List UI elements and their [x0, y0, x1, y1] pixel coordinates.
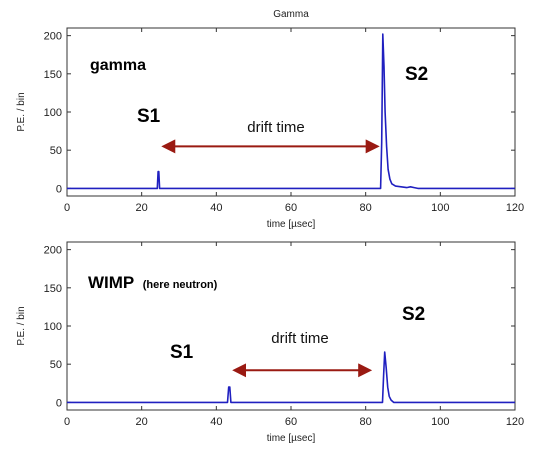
x-tick-labels: 0 20 40 60 80 100 120: [64, 416, 524, 428]
x-tick-label: 80: [360, 202, 372, 214]
series-line: [67, 33, 515, 190]
y-tick-labels: 0 50 100 150 200: [44, 245, 62, 410]
x-tick-label: 0: [64, 416, 70, 428]
y-tick-label: 50: [50, 359, 62, 371]
plot-frame: [66, 241, 516, 411]
y-tick-label: 50: [50, 145, 62, 157]
x-tick-label: 100: [431, 202, 449, 214]
y-tick-label: 100: [44, 107, 62, 119]
drift-time-label: drift time: [271, 330, 329, 347]
y-tick-label: 200: [44, 245, 62, 257]
y-tick-labels: 0 50 100 150 200: [44, 31, 62, 196]
x-tick-label: 60: [285, 416, 297, 428]
s1-label: S1: [170, 342, 194, 363]
x-tick-label: 60: [285, 202, 297, 214]
gamma-panel: Gamma 0 50 100 150 200 0 20 40 60 80 100…: [16, 9, 524, 230]
event-label-group: WIMP (here neutron): [88, 273, 218, 292]
y-tick-label: 100: [44, 321, 62, 333]
drift-time-label: drift time: [247, 119, 305, 136]
x-tick-label: 100: [431, 416, 449, 428]
plot-frame: [66, 27, 516, 197]
x-tick-label: 80: [360, 416, 372, 428]
x-tick-label: 20: [136, 416, 148, 428]
x-tick-label: 120: [506, 416, 524, 428]
event-sublabel: (here neutron): [143, 279, 218, 291]
x-tick-label: 20: [136, 202, 148, 214]
s2-label: S2: [402, 304, 425, 325]
event-label: WIMP: [88, 273, 134, 292]
y-tick-label: 0: [56, 183, 62, 195]
x-axis-label: time [µsec]: [267, 433, 316, 444]
x-tick-label: 40: [210, 416, 222, 428]
s1-label: S1: [137, 106, 161, 127]
x-tick-label: 40: [210, 202, 222, 214]
y-tick-label: 150: [44, 283, 62, 295]
x-axis-label: time [µsec]: [267, 219, 316, 230]
event-label: gamma: [90, 57, 146, 74]
x-tick-label: 120: [506, 202, 524, 214]
series-line: [67, 351, 515, 404]
tick-marks: [66, 28, 516, 196]
tick-marks: [66, 242, 516, 410]
s2-label: S2: [405, 64, 428, 85]
chart-title: Gamma: [273, 9, 309, 20]
wimp-panel: 0 50 100 150 200 0 20 40 60 80 100 120 t…: [16, 241, 524, 444]
x-tick-labels: 0 20 40 60 80 100 120: [64, 202, 524, 214]
y-tick-label: 200: [44, 31, 62, 43]
y-axis-label: P.E. / bin: [16, 92, 27, 131]
x-tick-label: 0: [64, 202, 70, 214]
y-tick-label: 150: [44, 69, 62, 81]
y-axis-label: P.E. / bin: [16, 306, 27, 345]
y-tick-label: 0: [56, 397, 62, 409]
